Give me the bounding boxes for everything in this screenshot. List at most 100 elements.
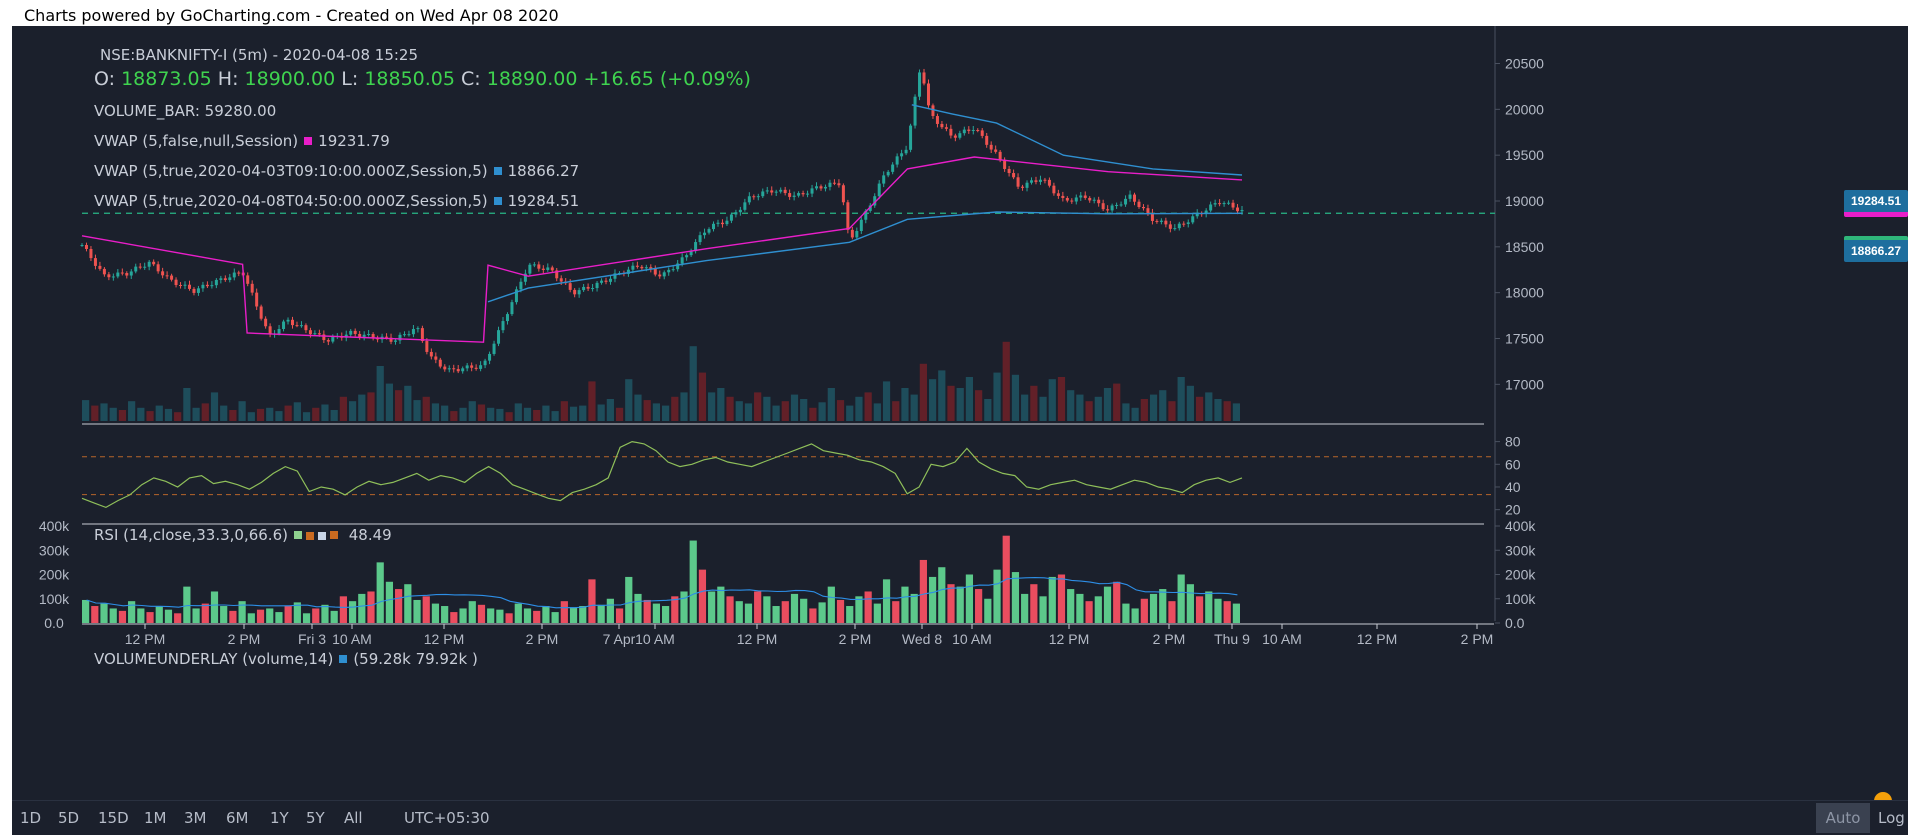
candle-body <box>909 125 913 150</box>
volume-bar <box>1057 574 1066 623</box>
candle-body <box>918 72 922 97</box>
range-6m-button[interactable]: 6M <box>226 809 249 827</box>
range-5y-button[interactable]: 5Y <box>306 809 325 827</box>
x-tick-label: 2 PM <box>228 631 261 647</box>
auto-scale-button[interactable]: Auto <box>1816 803 1870 833</box>
volume-bar <box>1168 601 1176 623</box>
candle-body <box>783 189 787 194</box>
candle-body <box>855 231 859 238</box>
volume-bar-bg <box>293 402 301 421</box>
vol-tick-label-left: 300k <box>39 542 70 558</box>
volume-bar-bg <box>146 411 154 421</box>
x-tick-label: 7 Apr <box>603 631 636 647</box>
volume-bar-bg <box>210 392 219 421</box>
volume-bar <box>984 598 992 623</box>
y-tick-label: 18000 <box>1505 285 1544 301</box>
volume-bar-bg <box>514 403 522 421</box>
candle-body <box>282 321 286 330</box>
symbol-label: NSE:BANKNIFTY-I (5m) - 2020-04-08 15:25 <box>100 46 419 64</box>
volume-bar-bg <box>947 385 955 421</box>
candle-body <box>89 248 93 259</box>
candle-body <box>174 279 178 286</box>
vwap2-value: 18866.27 <box>507 162 580 180</box>
volume-bar <box>395 589 403 623</box>
volume-bar <box>882 579 891 623</box>
volume-bar <box>312 608 320 623</box>
candle-body <box>304 325 308 331</box>
volume-bar-bg <box>1122 403 1130 421</box>
candle-body <box>196 288 200 293</box>
volume-bar-bg <box>431 403 440 421</box>
timezone-label[interactable]: UTC+05:30 <box>404 809 490 827</box>
candle-body <box>752 196 756 198</box>
candle-body <box>470 365 474 368</box>
volume-bar-bg <box>229 410 237 421</box>
volume-bar <box>938 567 946 623</box>
candle-body <box>129 271 133 276</box>
volume-bar <box>330 610 338 623</box>
volume-bar-bg <box>284 405 292 421</box>
candle-body <box>1146 208 1150 213</box>
close-value: 18890.00 <box>486 68 578 90</box>
candle-body <box>438 359 442 367</box>
vol-tick-label-right: 0.0 <box>1505 615 1525 631</box>
volume-bar-bg <box>404 385 412 421</box>
volume-bar <box>1122 603 1130 623</box>
volume-bar-bg <box>615 407 624 421</box>
volume-bar <box>477 604 486 623</box>
range-1y-button[interactable]: 1Y <box>270 809 289 827</box>
log-scale-button[interactable]: Log <box>1878 809 1905 827</box>
volume-bar-bg <box>1002 341 1010 421</box>
volume-bar <box>450 612 458 623</box>
vol-tick-label-left: 200k <box>39 567 70 583</box>
candle-body <box>1204 210 1208 214</box>
candle-body <box>900 153 904 157</box>
volume-bar <box>892 601 900 623</box>
volume-bar-bg <box>137 407 145 421</box>
candle-body <box>1047 179 1051 186</box>
volume-bar <box>422 596 430 623</box>
range-all-button[interactable]: All <box>344 809 363 827</box>
candle-body <box>1119 204 1123 206</box>
volume-bar-bg <box>717 388 725 421</box>
candle-body <box>806 193 810 195</box>
candle-body <box>962 129 966 134</box>
chart-panel[interactable]: 20500 20000 19500 19000 18500 18000 17500 17000… <box>12 26 1908 834</box>
range-1d-button[interactable]: 1D <box>20 809 42 827</box>
candle-body <box>407 334 411 336</box>
range-1m-button[interactable]: 1M <box>144 809 167 827</box>
candle-body <box>864 210 868 220</box>
range-5d-button[interactable]: 5D <box>58 809 80 827</box>
candle-body <box>1168 224 1172 229</box>
volume-bar-bg <box>873 403 881 421</box>
candle-body <box>568 283 572 290</box>
range-3m-button[interactable]: 3M <box>184 809 207 827</box>
volume-bar-bg <box>1168 401 1176 421</box>
candle-body <box>1240 210 1244 212</box>
volume-bar-bg <box>1030 385 1038 421</box>
volume-bar-bg <box>1048 379 1056 421</box>
candle-body <box>756 196 760 198</box>
rsi-value: 48.49 <box>348 526 392 544</box>
volume-bar <box>367 591 375 623</box>
range-15d-button[interactable]: 15D <box>98 809 129 827</box>
candle-body <box>850 229 854 238</box>
volume-bar-bg <box>984 399 992 421</box>
candle-body <box>394 340 398 342</box>
chart-svg[interactable]: 20500 20000 19500 19000 18500 18000 17500 17000… <box>12 26 1908 800</box>
volume-bar <box>1195 596 1204 623</box>
rsi-line <box>81 440 1243 509</box>
candle-body <box>591 288 595 290</box>
volume-bar <box>634 593 642 623</box>
candle-body <box>586 286 590 289</box>
volume-bar-bg <box>579 405 587 421</box>
volume-bar <box>247 613 255 623</box>
candle-body <box>720 222 724 225</box>
volume-bar-bg <box>634 394 642 421</box>
volume-bar <box>100 603 108 623</box>
candle-body <box>555 270 559 279</box>
volume-bar-bg <box>1039 396 1047 421</box>
candle-body <box>1209 204 1213 211</box>
candle-body <box>170 275 174 280</box>
candle-body <box>649 267 653 269</box>
